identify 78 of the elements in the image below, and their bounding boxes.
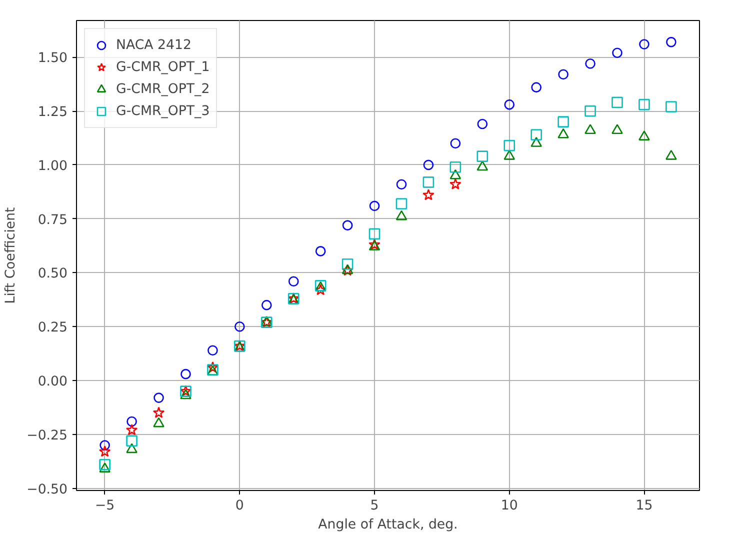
point (126, 416, 137, 427)
legend-label: G-CMR_OPT_1 (116, 60, 210, 74)
y-tick-label: 0.25 (38, 320, 68, 336)
point (666, 36, 676, 48)
x-tick-label: 0 (235, 498, 244, 514)
point (152, 406, 165, 418)
point (612, 96, 623, 108)
point (504, 99, 515, 110)
point (100, 440, 110, 450)
point (314, 284, 326, 296)
point (530, 129, 542, 140)
point (476, 150, 488, 162)
point (612, 124, 623, 134)
point (315, 246, 326, 256)
point (558, 128, 569, 138)
point (584, 105, 596, 117)
point (396, 210, 408, 220)
point (612, 48, 622, 58)
point (396, 198, 408, 210)
point (180, 368, 191, 380)
point (477, 118, 488, 130)
y-tick-label: 1.25 (38, 105, 68, 120)
y-tick-label: 1.50 (38, 51, 68, 66)
y-tick-label: 0.00 (38, 374, 68, 390)
point (396, 179, 407, 190)
point (450, 169, 462, 180)
x-tick-label: 10 (500, 498, 518, 514)
point (98, 446, 111, 457)
y-tick-label: 0.75 (38, 212, 68, 228)
point (450, 138, 461, 149)
point (638, 98, 650, 110)
point (208, 345, 218, 356)
point (504, 140, 516, 152)
y-tick-label: −0.25 (26, 428, 68, 444)
point (530, 136, 542, 147)
x-tick-label: −5 (94, 498, 115, 514)
point (422, 188, 434, 200)
point (99, 462, 110, 472)
point (476, 160, 488, 171)
y-axis-title: Lift Coefficient (4, 207, 19, 304)
point (450, 178, 462, 190)
y-tick-label: −0.50 (26, 482, 68, 498)
legend-label: NACA 2412 (116, 38, 192, 52)
point (126, 435, 138, 447)
point (368, 228, 380, 240)
point (342, 258, 354, 270)
point (234, 322, 245, 332)
point (638, 130, 650, 140)
point (422, 176, 434, 188)
point (342, 220, 353, 230)
x-tick-label: 15 (636, 498, 653, 514)
legend-label: G-CMR_OPT_3 (116, 104, 210, 118)
point (206, 361, 219, 373)
point (153, 417, 164, 428)
y-tick-label: 0.50 (38, 266, 68, 282)
point (558, 69, 568, 80)
point (369, 200, 380, 212)
point (423, 160, 434, 170)
point (666, 101, 677, 112)
point (531, 82, 542, 92)
x-axis-title: Angle of Attack, deg. (318, 518, 458, 532)
point (666, 150, 677, 160)
point (261, 300, 272, 310)
legend-label: G-CMR_OPT_2 (116, 82, 210, 96)
point (126, 443, 138, 454)
point (585, 58, 596, 69)
point (288, 276, 299, 287)
point (450, 161, 462, 173)
point (504, 150, 516, 160)
point (584, 124, 596, 134)
point (126, 424, 138, 436)
point (99, 458, 110, 470)
point (639, 39, 650, 50)
point (558, 116, 569, 128)
y-tick-label: 1.00 (38, 158, 68, 174)
point (154, 392, 164, 403)
point (180, 389, 192, 400)
x-tick-label: 5 (370, 498, 379, 514)
